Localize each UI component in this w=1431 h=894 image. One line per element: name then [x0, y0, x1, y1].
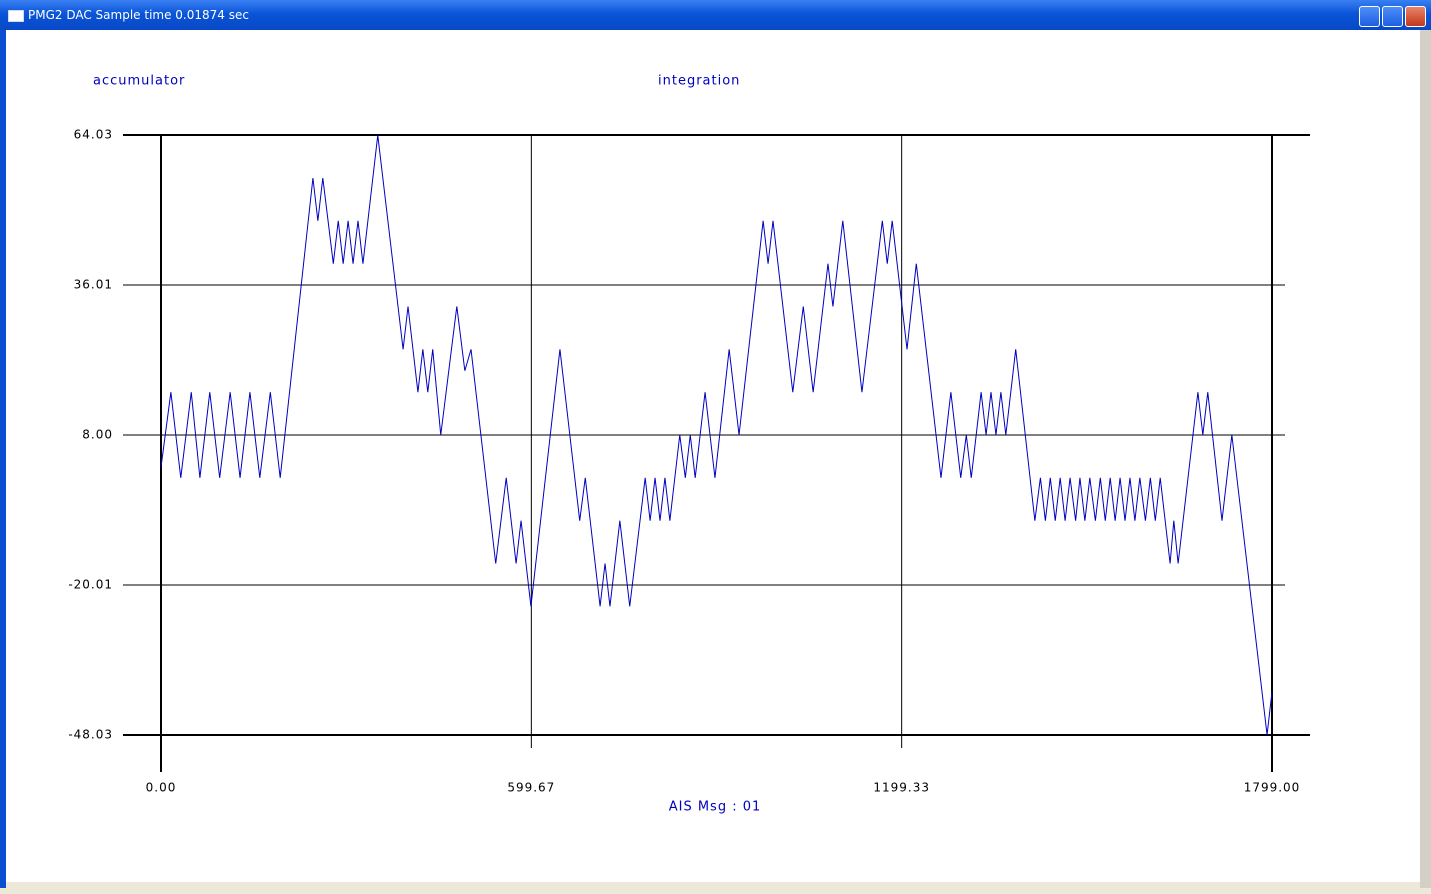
y-tick-label: 64.03	[74, 128, 113, 142]
window-border	[1420, 30, 1431, 888]
app-icon	[8, 10, 24, 22]
x-tick-label: 1799.00	[1244, 781, 1301, 795]
x-tick-label: 1199.33	[873, 781, 930, 795]
title-bar: PMG2 DAC Sample time 0.01874 sec	[0, 0, 1431, 30]
window-border	[0, 30, 6, 888]
minimize-button[interactable]	[1359, 6, 1380, 27]
maximize-button[interactable]	[1382, 6, 1403, 27]
client-area	[6, 30, 1420, 882]
series-label: accumulator	[93, 74, 185, 89]
data-line	[160, 135, 1273, 735]
window-title: PMG2 DAC Sample time 0.01874 sec	[28, 8, 249, 22]
y-tick-label: -48.03	[68, 728, 113, 742]
x-tick-label: 599.67	[507, 781, 555, 795]
chart-title: integration	[658, 74, 740, 89]
close-button[interactable]	[1405, 6, 1426, 27]
y-tick-label: 8.00	[82, 428, 113, 442]
y-tick-label: 36.01	[74, 278, 113, 292]
x-axis-label: AIS Msg : 01	[669, 800, 762, 815]
x-tick-label: 0.00	[146, 781, 177, 795]
y-tick-label: -20.01	[68, 577, 113, 591]
